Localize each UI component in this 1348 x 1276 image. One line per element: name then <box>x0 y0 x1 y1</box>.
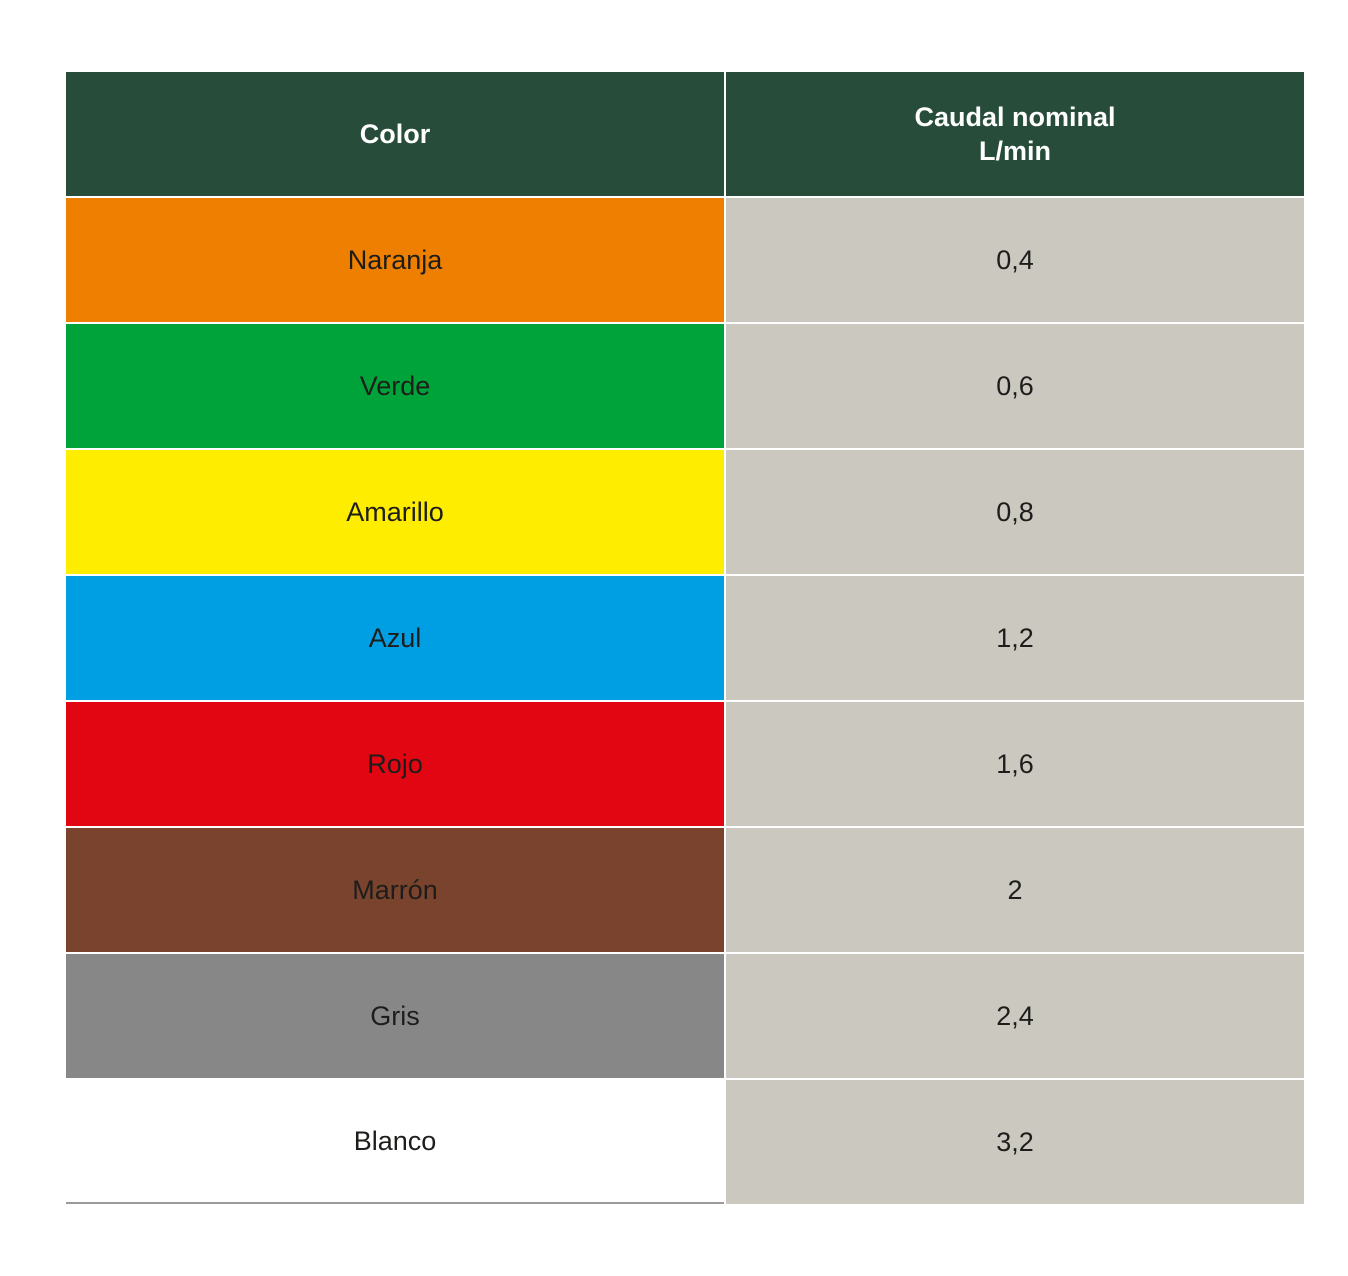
flow-value-cell: 2,4 <box>726 954 1304 1078</box>
color-swatch-cell: Marrón <box>66 828 724 952</box>
table-row: Amarillo 0,8 <box>66 450 1304 574</box>
flow-value: 0,4 <box>996 244 1034 275</box>
table-row: Rojo 1,6 <box>66 702 1304 826</box>
flow-value-cell: 0,8 <box>726 450 1304 574</box>
flow-value: 1,6 <box>996 748 1034 779</box>
flow-value-cell: 0,4 <box>726 198 1304 322</box>
color-name: Blanco <box>353 1125 437 1156</box>
table-row: Blanco 3,2 <box>66 1080 1304 1204</box>
color-name: Amarillo <box>346 496 444 527</box>
flow-value-cell: 1,2 <box>726 576 1304 700</box>
flow-value: 0,6 <box>996 370 1034 401</box>
table-header-row: Color Caudal nominal L/min <box>66 72 1304 196</box>
table-row: Marrón 2 <box>66 828 1304 952</box>
color-swatch-cell: Rojo <box>66 702 724 826</box>
flow-value: 2,4 <box>996 1000 1034 1031</box>
color-swatch-cell: Verde <box>66 324 724 448</box>
color-name: Verde <box>359 370 431 401</box>
table-row: Verde 0,6 <box>66 324 1304 448</box>
header-flow-unit: L/min <box>979 136 1051 166</box>
color-swatch-cell: Gris <box>66 954 724 1078</box>
header-flow: Caudal nominal L/min <box>726 72 1304 196</box>
flow-value: 0,8 <box>996 496 1034 527</box>
color-name: Marrón <box>352 874 438 905</box>
table-row: Naranja 0,4 <box>66 198 1304 322</box>
flow-color-table: Color Caudal nominal L/min Naranja 0,4 V… <box>66 72 1304 1206</box>
table-row: Azul 1,2 <box>66 576 1304 700</box>
color-swatch-cell: Blanco <box>66 1080 724 1204</box>
flow-value-cell: 1,6 <box>726 702 1304 826</box>
color-name: Naranja <box>347 244 443 275</box>
color-swatch-cell: Naranja <box>66 198 724 322</box>
flow-value: 2 <box>1007 874 1023 905</box>
flow-value-cell: 2 <box>726 828 1304 952</box>
flow-value-cell: 3,2 <box>726 1080 1304 1204</box>
header-flow-label: Caudal nominal <box>914 102 1116 132</box>
header-color-label: Color <box>359 119 431 149</box>
color-swatch-cell: Azul <box>66 576 724 700</box>
flow-value: 1,2 <box>996 622 1034 653</box>
table-row: Gris 2,4 <box>66 954 1304 1078</box>
header-color: Color <box>66 72 724 196</box>
color-swatch-cell: Amarillo <box>66 450 724 574</box>
color-name: Azul <box>368 622 422 653</box>
flow-value-cell: 0,6 <box>726 324 1304 448</box>
flow-value: 3,2 <box>996 1126 1034 1157</box>
color-name: Rojo <box>367 748 423 779</box>
color-name: Gris <box>370 1000 420 1031</box>
